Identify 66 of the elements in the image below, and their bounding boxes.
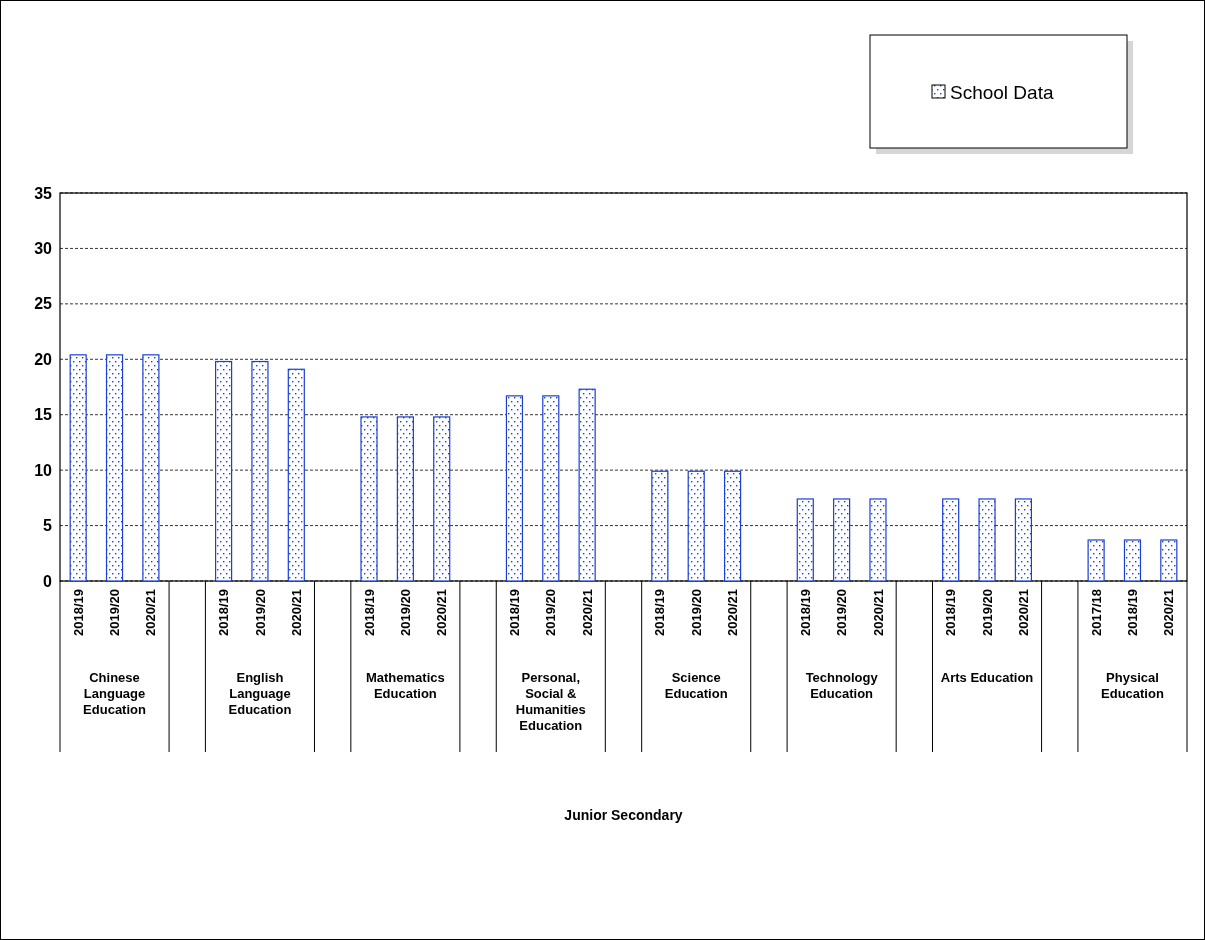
text: Junior Secondary: [564, 807, 683, 823]
x-tick-label: 2018/19: [506, 589, 522, 636]
y-tick-label: 5: [43, 517, 53, 535]
x-tick-label: 2020/21: [143, 589, 159, 636]
x-tick-label: 2018/19: [216, 589, 232, 636]
x-tick-label: 2018/19: [943, 589, 959, 636]
bar: [651, 470, 669, 582]
bar: [105, 354, 124, 582]
text: English Language Education: [228, 670, 292, 717]
text: Chinese Language Education: [83, 670, 146, 717]
bar: [360, 416, 378, 582]
x-tick-label: 2018/19: [1125, 589, 1141, 636]
bar: [1123, 539, 1142, 582]
x-tick-label: 2019/20: [979, 589, 995, 636]
bar: [251, 360, 269, 582]
x-tick-label: 2019/20: [688, 589, 704, 636]
y-tick-label: 30: [34, 240, 53, 258]
bar: [215, 360, 233, 582]
text: Mathematics Education: [366, 670, 445, 701]
y-tick-label: 15: [34, 406, 53, 424]
x-tick-label: 2020/21: [288, 589, 304, 636]
text: Physical Education: [1101, 670, 1164, 701]
bar: [69, 354, 87, 582]
x-tick-label: 2019/20: [252, 589, 268, 636]
bar: [796, 498, 814, 582]
bar: [433, 416, 451, 582]
x-tick-label: 2018/19: [361, 589, 377, 636]
bar: [578, 388, 596, 582]
x-tick-label: 2018/19: [70, 589, 86, 636]
x-tick-label: 2019/20: [397, 589, 413, 636]
x-tick-label: 2020/21: [434, 589, 450, 636]
legend-label: School Data: [950, 81, 1054, 103]
x-tick-label: 2019/20: [834, 589, 850, 636]
bar: [542, 395, 560, 582]
bar: [942, 498, 960, 582]
bar: [833, 498, 851, 582]
y-tick-label: 10: [34, 461, 53, 479]
x-tick-label: 2018/19: [797, 589, 813, 636]
x-tick-label: 2020/21: [1161, 589, 1177, 636]
x-tick-label: 2019/20: [107, 589, 123, 636]
bar: [396, 416, 414, 582]
y-tick-label: 25: [34, 295, 53, 313]
text: Personal, Social & Humanities Education: [515, 670, 586, 733]
y-tick-label: 20: [34, 350, 53, 368]
bar: [723, 470, 742, 582]
bar: [869, 498, 887, 582]
bar: [687, 470, 705, 582]
x-tick-label: 2017/18: [1088, 589, 1104, 636]
text: Science Education: [664, 670, 728, 701]
bar: [142, 354, 160, 582]
bar: [1087, 539, 1105, 582]
y-tick-label: 35: [34, 184, 53, 202]
bar: [1014, 498, 1032, 582]
x-tick-label: 2020/21: [725, 589, 741, 636]
x-tick-label: 2020/21: [1015, 589, 1031, 636]
x-tick-label: 2018/19: [652, 589, 668, 636]
y-tick-label: 0: [43, 572, 53, 590]
bar: [287, 368, 305, 582]
text: Technology Education: [805, 670, 879, 701]
bar: [1160, 539, 1178, 582]
x-tick-label: 2020/21: [870, 589, 886, 636]
x-tick-label: 2019/20: [543, 589, 559, 636]
x-tick-label: 2020/21: [579, 589, 595, 636]
bar: [505, 395, 524, 582]
text: Arts Education: [940, 670, 1034, 685]
bar: [978, 498, 996, 582]
